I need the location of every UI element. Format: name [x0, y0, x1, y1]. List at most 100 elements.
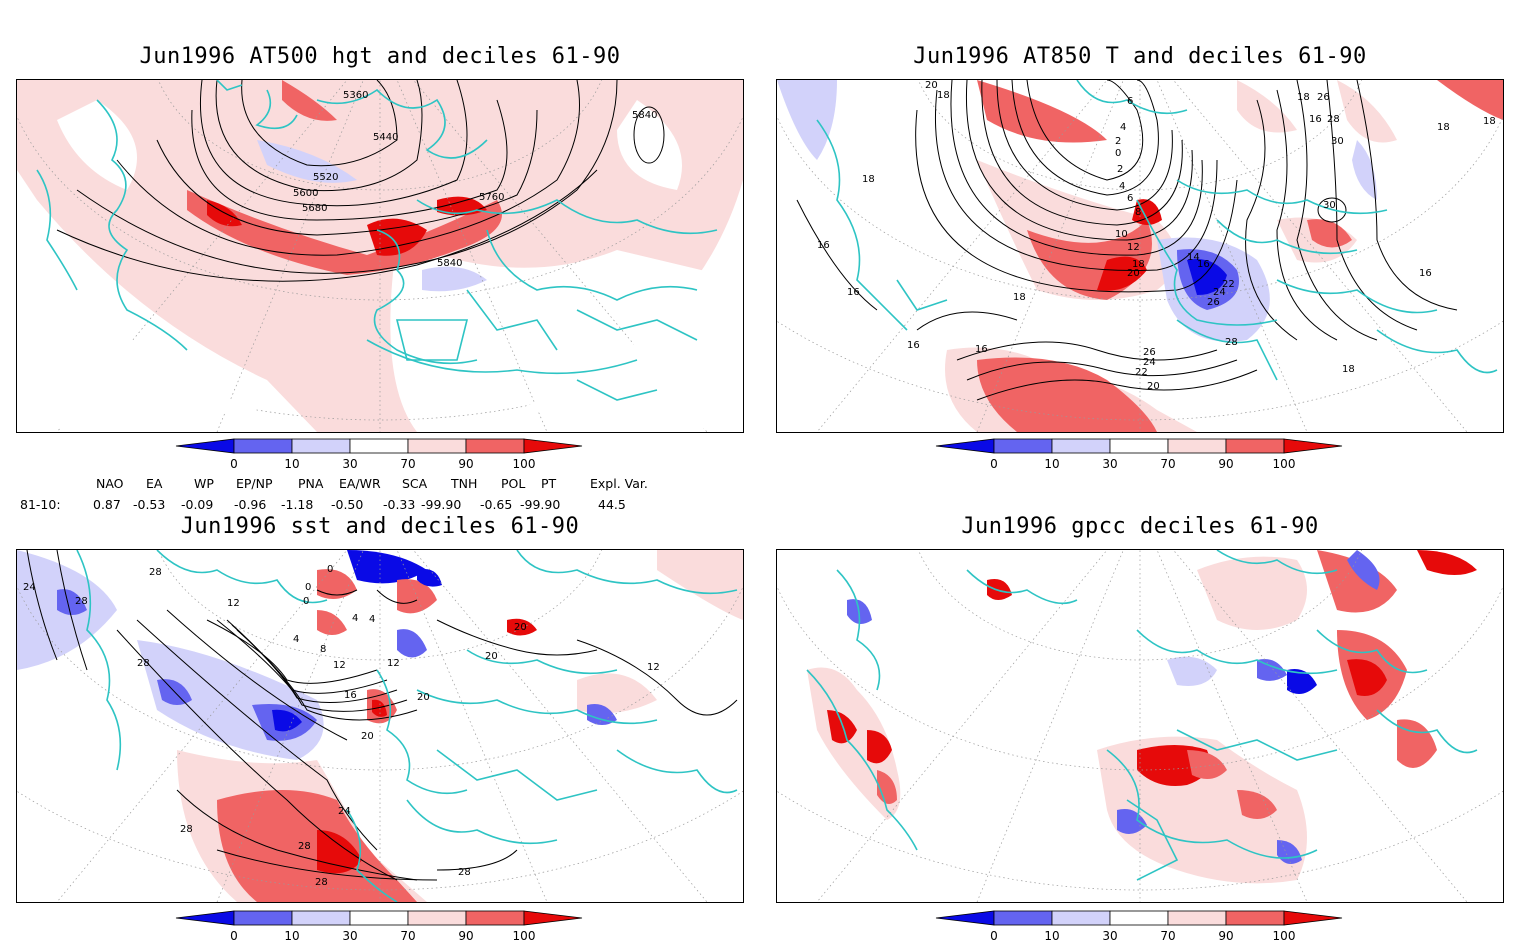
colorbar-tick: 90	[458, 457, 473, 471]
contour-label: 28	[149, 567, 162, 578]
colorbar-tick: 30	[1102, 457, 1117, 471]
colorbar-swatch-1	[233, 438, 293, 454]
contour-label: 26	[1207, 297, 1220, 308]
contour-label: 24	[1143, 357, 1156, 368]
colorbar-tick: 10	[1044, 457, 1059, 471]
contour-label: 28	[1225, 337, 1238, 348]
index-header: SCA	[402, 476, 428, 491]
index-value: -99.90	[520, 497, 561, 512]
contour-label: 30	[1323, 200, 1336, 211]
index-header: PNA	[298, 476, 324, 491]
contour-label: 5440	[373, 132, 398, 143]
colorbar-swatch-2	[1051, 438, 1111, 454]
colorbar-tick: 0	[230, 457, 238, 471]
contour-label: 0	[1115, 148, 1121, 159]
colorbar-tick: 70	[1160, 457, 1175, 471]
colorbar-swatch-5	[465, 910, 525, 926]
contour-label: 22	[1135, 367, 1148, 378]
colorbar-swatch-5	[1225, 438, 1285, 454]
colorbar-tick: 70	[400, 929, 415, 943]
height-contours	[56, 80, 665, 282]
colorbar-swatches	[175, 910, 583, 926]
panel-title-gpcc: Jun1996 gpcc deciles 61-90	[961, 514, 1319, 539]
colorbar-tick: 100	[513, 929, 536, 943]
coastline	[76, 550, 738, 902]
contour-label: 5840	[437, 258, 462, 269]
coastline	[816, 80, 1498, 381]
contour-label: 12	[387, 658, 400, 669]
index-value: -0.53	[133, 497, 166, 512]
contour-label: 6	[1127, 193, 1133, 204]
colorbar-top-left: 0 10 30 70 90 100	[175, 438, 583, 471]
index-header: TNH	[451, 476, 478, 491]
contour-label: 24	[23, 582, 36, 593]
contour-label: 5840	[632, 110, 657, 121]
index-header: EA/WR	[339, 476, 381, 491]
contour-label: 16	[1419, 268, 1432, 279]
contour-label: 18	[1297, 92, 1310, 103]
contour-label: 0	[327, 564, 333, 575]
colorbar-swatch-5	[465, 438, 525, 454]
contour-label: 6	[1127, 96, 1133, 107]
panel-title-sst: Jun1996 sst and deciles 61-90	[180, 514, 580, 539]
contour-label: 16	[847, 287, 860, 298]
contour-label: 20	[1127, 268, 1140, 279]
contour-label: 24	[1213, 287, 1226, 298]
contour-label: 12	[1127, 242, 1140, 253]
contour-label: 20	[485, 651, 498, 662]
contour-label: 18	[1342, 364, 1355, 375]
colorbar-swatch-1	[993, 910, 1053, 926]
map-hgt500: 5360 5440 5520 5600 5680 5760 5840 5840	[16, 79, 744, 433]
contour-label: 0	[303, 596, 309, 607]
index-header: PT	[541, 476, 557, 491]
contour-label: 10	[1115, 229, 1128, 240]
contour-label: 18	[1132, 259, 1145, 270]
colorbar-tick: 0	[990, 457, 998, 471]
contour-label: 20	[925, 80, 938, 91]
contour-label: 20	[361, 731, 374, 742]
index-value: -0.65	[480, 497, 513, 512]
contour-label: 28	[75, 596, 88, 607]
contour-label: 16	[1197, 259, 1210, 270]
colorbar-swatch-4	[407, 910, 467, 926]
teleconnection-indices-table: NAO EA WP EP/NP PNA EA/WR SCA TNH POL PT…	[0, 472, 760, 516]
colorbar-swatch-4	[1167, 910, 1227, 926]
colorbar-swatch-1	[993, 438, 1053, 454]
colorbar-swatch-3	[1109, 438, 1169, 454]
index-header: EP/NP	[236, 476, 273, 491]
contour-label: 24	[338, 806, 351, 817]
contour-label: 18	[1483, 116, 1496, 127]
colorbar-tick: 10	[284, 929, 299, 943]
contour-label: 5360	[343, 90, 368, 101]
colorbar-swatch-1	[233, 910, 293, 926]
parallels-grid	[17, 550, 743, 902]
colorbar-tick: 100	[513, 457, 536, 471]
index-header: Expl. Var.	[590, 476, 648, 491]
contour-label: 28	[137, 658, 150, 669]
contour-label: 16	[907, 340, 920, 351]
colorbar-swatch-2	[291, 910, 351, 926]
contour-label: 12	[647, 662, 660, 673]
index-header: POL	[501, 476, 526, 491]
index-header: WP	[194, 476, 214, 491]
contour-label: 16	[344, 690, 357, 701]
index-value: -0.96	[234, 497, 267, 512]
index-value: 0.87	[93, 497, 121, 512]
colorbar-tick: 90	[1218, 457, 1233, 471]
panel-title-hgt500: Jun1996 AT500 hgt and deciles 61-90	[139, 44, 621, 69]
colorbar-tick: 30	[342, 457, 357, 471]
contour-label: 2	[1115, 136, 1121, 147]
contour-label: 28	[298, 841, 311, 852]
parallels-grid	[777, 80, 1503, 432]
colorbar-bottom-right: 0 10 30 70 90 100	[935, 910, 1343, 943]
colorbar-swatch-0	[935, 910, 995, 926]
colorbar-swatch-3	[349, 910, 409, 926]
contour-label: 2	[1117, 164, 1123, 175]
colorbar-swatch-6	[523, 910, 583, 926]
index-value: -0.50	[331, 497, 364, 512]
contour-label: 14	[1187, 252, 1200, 263]
contour-label: 4	[1119, 181, 1125, 192]
contour-label: 16	[975, 344, 988, 355]
temperature-contours	[796, 80, 1458, 401]
contour-label: 20	[514, 622, 527, 633]
